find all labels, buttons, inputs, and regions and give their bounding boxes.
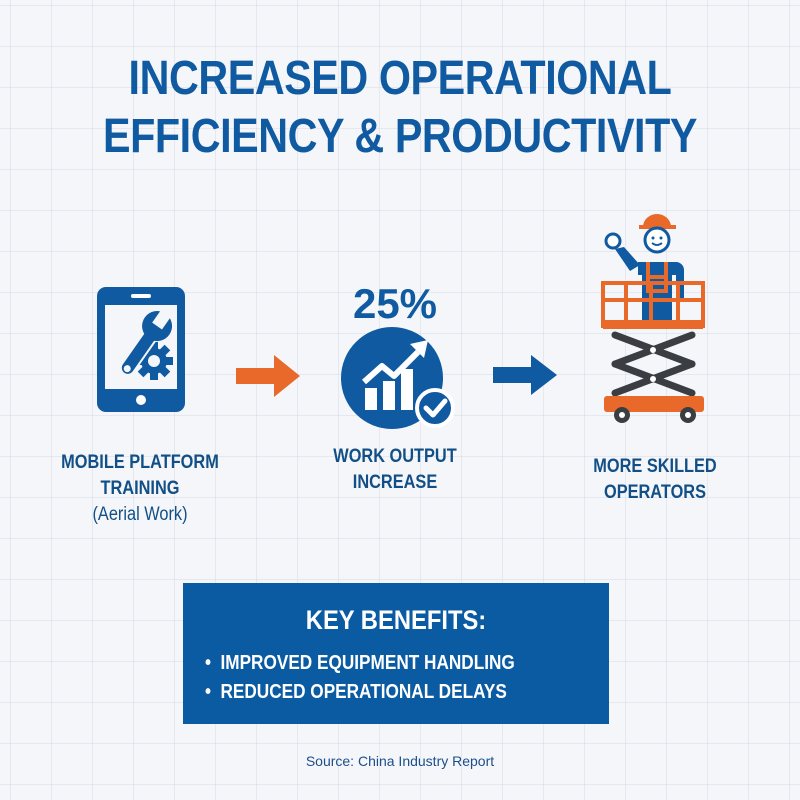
page-title: INCREASED OPERATIONAL EFFICIENCY & PRODU… [56, 50, 744, 166]
benefit-text: REDUCED OPERATIONAL DELAYS [220, 681, 507, 703]
benefit-item: • REDUCED OPERATIONAL DELAYS [205, 678, 515, 707]
key-benefits-list: • IMPROVED EQUIPMENT HANDLING • REDUCED OP… [205, 649, 565, 707]
arrow-right-icon [236, 355, 300, 402]
label-line: (Aerial Work) [92, 504, 188, 525]
title-line-2: EFFICIENCY & PRODUCTIVITY [103, 110, 697, 163]
worker-scissor-lift-icon [600, 205, 710, 425]
key-benefits-panel: KEY BENEFITS: • IMPROVED EQUIPMENT HANDLI… [183, 583, 609, 724]
step-label-training: MOBILE PLATFORM TRAINING (Aerial Work) [54, 450, 226, 528]
title-line-1: INCREASED OPERATIONAL [128, 52, 672, 105]
stat-percentage: 25% [352, 280, 438, 327]
label-line: MOBILE PLATFORM [61, 452, 219, 473]
benefit-text: IMPROVED EQUIPMENT HANDLING [220, 652, 515, 674]
tablet-wrench-gear-icon [97, 287, 185, 412]
source-citation: Source: China Industry Report [305, 753, 495, 769]
label-line: WORK OUTPUT [333, 446, 457, 467]
label-line: TRAINING [100, 478, 180, 499]
label-line: INCREASE [352, 472, 438, 493]
step-label-output: WORK OUTPUT INCREASE [313, 444, 476, 496]
step-label-operators: MORE SKILLED OPERATORS [573, 454, 736, 506]
benefit-item: • IMPROVED EQUIPMENT HANDLING [205, 649, 515, 678]
key-benefits-heading: KEY BENEFITS: [305, 605, 487, 635]
label-line: OPERATORS [604, 482, 706, 503]
growth-chart-check-icon [340, 326, 455, 431]
arrow-right-icon [493, 355, 557, 400]
bullet-icon: • [205, 681, 212, 703]
bullet-icon: • [205, 652, 212, 674]
label-line: MORE SKILLED [593, 456, 717, 477]
